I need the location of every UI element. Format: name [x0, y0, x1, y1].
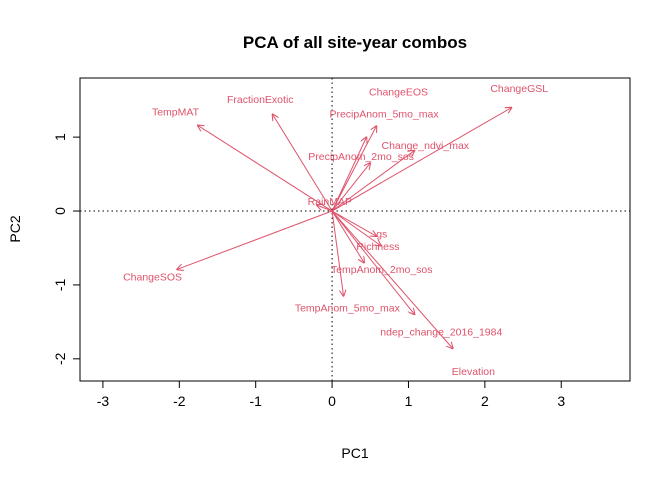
- plot-frame: [79, 77, 631, 382]
- label-tempanom-2mo-sos: TempAnom_2mo_sos: [331, 264, 433, 276]
- x-tick-label: 0: [328, 393, 336, 409]
- x-tick-label: 3: [557, 393, 565, 409]
- label-gs: gs: [376, 228, 387, 240]
- x-axis-label: PC1: [341, 445, 368, 461]
- arrow-fractionexotic: [273, 114, 333, 212]
- label-precipanom-2mo-sos: PrecipAnom_2mo_sos: [308, 151, 414, 163]
- y-tick-label: 1: [52, 133, 68, 141]
- x-tick-label: 1: [405, 393, 413, 409]
- arrow-gs: [331, 210, 376, 236]
- chart-title: PCA of all site-year combos: [243, 33, 467, 52]
- loading-arrows: [177, 108, 512, 349]
- label-tempanom-5mo-max: TempAnom_5mo_max: [295, 302, 401, 314]
- arrow-richness: [331, 210, 381, 246]
- arrow-tempmat: [198, 125, 333, 212]
- y-tick-label: -2: [52, 352, 68, 365]
- label-changegsl: ChangeGSL: [490, 83, 548, 95]
- x-tick-label: -2: [173, 393, 186, 409]
- label-ndep-change-2016-1984: ndep_change_2016_1984: [380, 327, 502, 339]
- arrow-tempanom-2mo-sos: [331, 210, 364, 263]
- arrow-changesos: [177, 210, 333, 269]
- arrow-precipanom-5mo-max: [331, 137, 366, 212]
- x-tick-label: 2: [481, 393, 489, 409]
- arrow-changegsl: [331, 108, 512, 212]
- plot-area: ChangeGSL ChangeEOS PrecipAnom_5mo_max Chan…: [79, 77, 631, 382]
- x-tick-label: -3: [97, 393, 110, 409]
- arrow-precipanom-2mo-sos: [331, 163, 370, 212]
- loading-labels: ChangeGSL ChangeEOS PrecipAnom_5mo_max Chan…: [123, 83, 548, 378]
- arrow-rainmap: [317, 205, 333, 212]
- label-change-ndvi-max: Change_ndvi_max: [381, 140, 469, 152]
- reference-lines: [80, 78, 630, 381]
- arrow-ndep-change-2016-1984: [331, 210, 415, 314]
- arrow-tempanom-5mo-max: [331, 210, 343, 296]
- x-tick-label: -1: [249, 393, 262, 409]
- label-elevation: Elevation: [452, 366, 495, 378]
- label-tempmat: TempMAT: [152, 107, 200, 119]
- label-changesos: ChangeSOS: [123, 271, 182, 283]
- y-tick-label: 0: [52, 207, 68, 215]
- y-axis: -2 -1 0 1: [52, 133, 81, 365]
- arrow-changeeos: [331, 126, 376, 212]
- label-rainmap: RainMAP: [308, 196, 352, 208]
- arrow-elevation: [331, 210, 453, 348]
- x-axis: -3 -2 -1 0 1 2 3: [97, 380, 565, 409]
- label-changeeos: ChangeEOS: [369, 87, 428, 99]
- label-fractionexotic: FractionExotic: [227, 94, 294, 106]
- y-tick-label: -1: [52, 278, 68, 291]
- label-precipanom-5mo-max: PrecipAnom_5mo_max: [329, 109, 439, 121]
- arrow-change-ndvi-max: [331, 150, 415, 212]
- y-axis-label: PC2: [7, 215, 23, 242]
- label-richness: Richness: [356, 241, 399, 253]
